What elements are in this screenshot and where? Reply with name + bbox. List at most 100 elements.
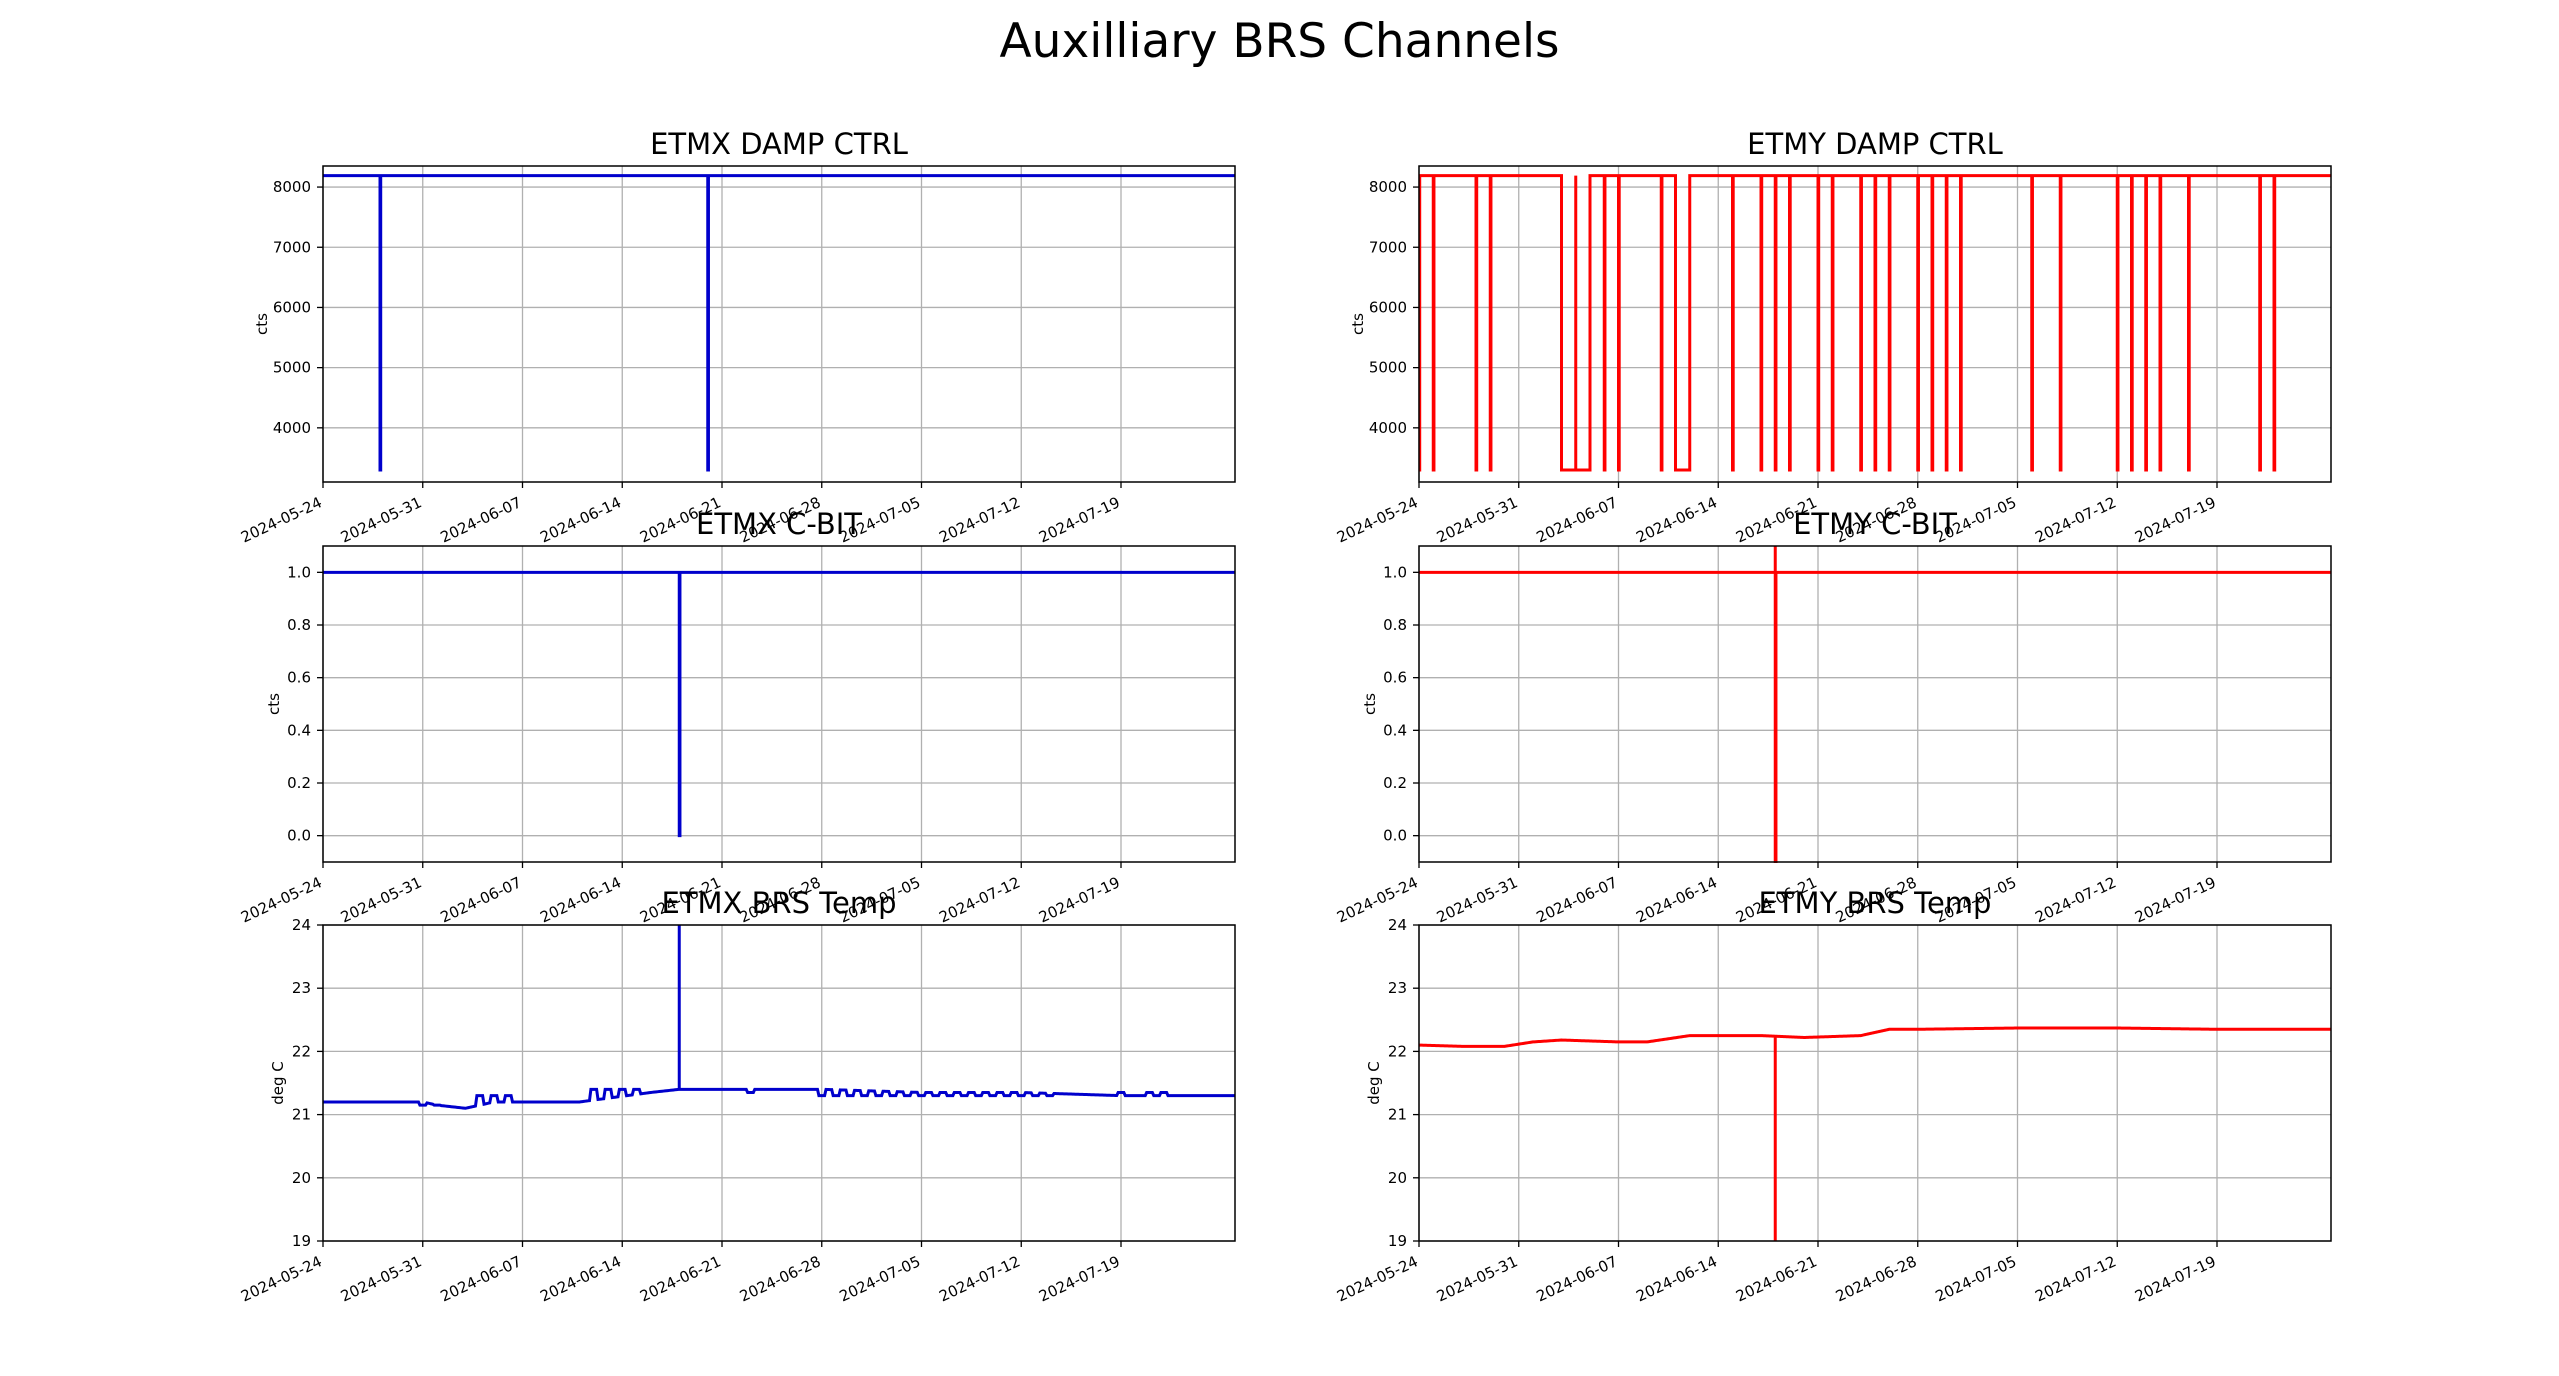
etmy-cbit-title: ETMY C-BIT [1793, 507, 1957, 541]
etmx-temp-xtick-label-4: 2024-06-21 [637, 1252, 724, 1305]
etmx-temp-xtick-label-6: 2024-07-05 [837, 1252, 924, 1305]
etmy-damp-title: ETMY DAMP CTRL [1747, 127, 2003, 161]
etmx-cbit-xtick-label-8: 2024-07-19 [1036, 873, 1123, 926]
etmx-damp-ytick-label-1: 5000 [273, 359, 311, 377]
etmy-damp-chart: 4000 5000 6000 7000 8000 2024-05-24 2024-05-31… [1334, 127, 2332, 546]
etmy-temp-ytick-label-3: 22 [1388, 1042, 1407, 1060]
etmx-cbit-xtick-label-0: 2024-05-24 [238, 873, 325, 926]
etmy-cbit-ytick-label-3: 0.6 [1383, 669, 1407, 687]
etmx-temp-ytick-label-5: 24 [292, 916, 311, 934]
etmx-temp-xtick-label-7: 2024-07-12 [936, 1252, 1023, 1305]
etmy-damp-ytick-label-4: 8000 [1369, 178, 1407, 196]
etmy-temp-xtick-label-6: 2024-07-05 [1933, 1252, 2020, 1305]
etmx-damp-xtick-label-8: 2024-07-19 [1036, 493, 1123, 546]
etmy-temp-xtick-label-7: 2024-07-12 [2032, 1252, 2119, 1305]
etmx-temp-ytick-label-1: 20 [292, 1169, 311, 1187]
etmy-cbit-ytick-label-4: 0.8 [1383, 616, 1407, 634]
etmy-temp-series-line [1419, 1026, 2331, 1048]
etmy-temp-xtick-label-8: 2024-07-19 [2132, 1252, 2219, 1305]
etmx-damp-chart: 4000 5000 6000 7000 8000 2024-05-24 2024-05-31… [238, 127, 1236, 546]
etmx-temp-ytick-label-2: 21 [292, 1106, 311, 1124]
etmy-cbit-ytick-label-0: 0.0 [1383, 827, 1407, 845]
etmy-temp-xtick-label-1: 2024-05-31 [1434, 1252, 1521, 1305]
etmx-temp-title: ETMX BRS Temp [661, 886, 896, 920]
etmy-damp-series-line [1419, 174, 2331, 472]
etmx-damp-ytick-label-3: 7000 [273, 238, 311, 256]
etmy-temp-ytick-label-1: 20 [1388, 1169, 1407, 1187]
etmy-cbit-xtick-label-0: 2024-05-24 [1334, 873, 1421, 926]
etmy-cbit-xtick-label-7: 2024-07-12 [2032, 873, 2119, 926]
etmy-cbit-ylabel: cts [1361, 693, 1379, 715]
etmy-temp-xtick-label-0: 2024-05-24 [1334, 1252, 1421, 1305]
etmx-cbit-xtick-label-2: 2024-06-07 [438, 873, 525, 926]
etmx-cbit-xtick-label-1: 2024-05-31 [338, 873, 425, 926]
etmy-damp-xtick-label-3: 2024-06-14 [1633, 493, 1720, 546]
etmx-cbit-ytick-label-0: 0.0 [287, 827, 311, 845]
etmx-cbit-ytick-label-1: 0.2 [287, 774, 311, 792]
etmx-temp-xtick-label-5: 2024-06-28 [737, 1252, 824, 1305]
etmy-damp-xtick-label-0: 2024-05-24 [1334, 493, 1421, 546]
etmy-temp-xtick-label-4: 2024-06-21 [1733, 1252, 1820, 1305]
etmy-cbit-series-line [1419, 570, 2331, 863]
etmy-damp-xtick-label-2: 2024-06-07 [1534, 493, 1621, 546]
etmx-damp-xtick-label-2: 2024-06-07 [438, 493, 525, 546]
etmy-damp-ytick-label-1: 5000 [1369, 359, 1407, 377]
etmy-cbit-xtick-label-2: 2024-06-07 [1534, 873, 1621, 926]
etmy-cbit-xtick-label-3: 2024-06-14 [1633, 873, 1720, 926]
etmx-temp-ytick-label-4: 23 [292, 979, 311, 997]
etmx-temp-ytick-label-0: 19 [292, 1232, 311, 1250]
etmx-damp-title: ETMX DAMP CTRL [650, 127, 908, 161]
etmx-cbit-ytick-label-5: 1.0 [287, 563, 311, 581]
etmy-temp-xtick-label-2: 2024-06-07 [1534, 1252, 1621, 1305]
etmx-cbit-xtick-label-3: 2024-06-14 [537, 873, 624, 926]
etmx-temp-ylabel: deg C [269, 1061, 287, 1105]
etmx-damp-xtick-label-0: 2024-05-24 [238, 493, 325, 546]
etmx-damp-xtick-label-3: 2024-06-14 [537, 493, 624, 546]
etmy-damp-ytick-label-2: 6000 [1369, 298, 1407, 316]
etmx-damp-xtick-label-7: 2024-07-12 [936, 493, 1023, 546]
etmy-temp-ytick-label-5: 24 [1388, 916, 1407, 934]
etmx-temp-ytick-label-3: 22 [292, 1042, 311, 1060]
etmx-temp-xtick-label-2: 2024-06-07 [438, 1252, 525, 1305]
etmx-damp-series-line [323, 174, 1235, 472]
etmx-damp-axes-frame [322, 165, 1236, 483]
etmy-damp-xtick-label-7: 2024-07-12 [2032, 493, 2119, 546]
etmx-temp-series-line [323, 1087, 1235, 1110]
etmy-cbit-ytick-label-2: 0.4 [1383, 721, 1407, 739]
etmy-temp-xtick-label-3: 2024-06-14 [1633, 1252, 1720, 1305]
etmx-damp-ylabel: cts [253, 313, 271, 335]
etmx-cbit-ytick-label-3: 0.6 [287, 669, 311, 687]
etmx-cbit-ytick-label-2: 0.4 [287, 721, 311, 739]
etmy-damp-ylabel: cts [1349, 313, 1367, 335]
etmy-temp-ytick-label-0: 19 [1388, 1232, 1407, 1250]
etmy-temp-axes-frame [1418, 924, 2332, 1242]
etmy-cbit-ytick-label-1: 0.2 [1383, 774, 1407, 792]
etmx-temp-axes-frame [322, 924, 1236, 1242]
etmy-damp-ytick-label-3: 7000 [1369, 238, 1407, 256]
etmy-damp-axes-frame [1418, 165, 2332, 483]
etmx-temp-xtick-label-3: 2024-06-14 [537, 1252, 624, 1305]
etmy-temp-ytick-label-2: 21 [1388, 1106, 1407, 1124]
etmx-cbit-axes-frame [322, 545, 1236, 863]
etmy-cbit-ytick-label-5: 1.0 [1383, 563, 1407, 581]
etmy-cbit-xtick-label-8: 2024-07-19 [2132, 873, 2219, 926]
etmy-damp-xtick-label-8: 2024-07-19 [2132, 493, 2219, 546]
etmy-cbit-xtick-label-1: 2024-05-31 [1434, 873, 1521, 926]
etmy-temp-xtick-label-5: 2024-06-28 [1833, 1252, 1920, 1305]
etmx-damp-ytick-label-2: 6000 [273, 298, 311, 316]
etmx-cbit-series-line [323, 570, 1235, 838]
etmx-cbit-ylabel: cts [265, 693, 283, 715]
etmy-damp-xtick-label-1: 2024-05-31 [1434, 493, 1521, 546]
etmx-damp-ytick-label-0: 4000 [273, 419, 311, 437]
etmy-damp-ytick-label-0: 4000 [1369, 419, 1407, 437]
etmx-damp-ytick-label-4: 8000 [273, 178, 311, 196]
etmx-damp-xtick-label-1: 2024-05-31 [338, 493, 425, 546]
etmx-temp-xtick-label-1: 2024-05-31 [338, 1252, 425, 1305]
etmy-temp-ytick-label-4: 23 [1388, 979, 1407, 997]
